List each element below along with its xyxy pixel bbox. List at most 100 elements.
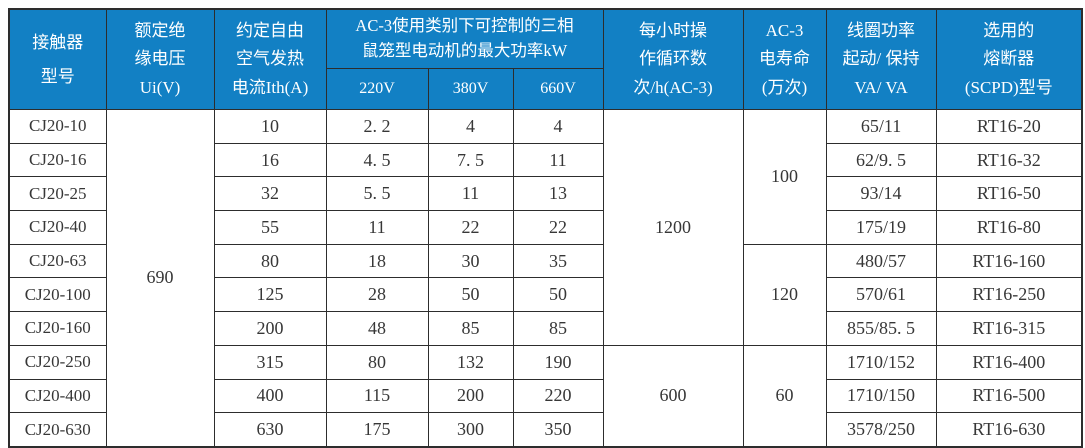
table-cell: 4. 5 [325, 142, 429, 178]
table-cell: 22 [427, 210, 514, 245]
table-cell: RT16-32 [935, 142, 1083, 178]
table-cell: 100 [742, 109, 827, 245]
table-cell: RT16-80 [935, 210, 1083, 245]
header-line: (SCPD)型号 [964, 77, 1053, 97]
model-cell: CJ20-100 [8, 277, 107, 313]
header-ac3-power-group: AC-3使用类别下可控制的三相 鼠笼型电动机的最大功率kW [325, 8, 604, 69]
header-line: 起动/ 保持 [842, 49, 920, 69]
table-cell: 1710/150 [825, 378, 937, 414]
header-line: 约定自由 [236, 21, 304, 41]
header-line: 电寿命 [759, 49, 811, 69]
table-cell: 1710/152 [825, 344, 937, 380]
header-line: AC-3使用类别下可控制的三相 [355, 16, 574, 36]
table-cell: 85 [427, 311, 514, 346]
table-cell: 3578/250 [825, 412, 937, 448]
table-cell: 11 [325, 210, 429, 245]
table-cell: RT16-400 [935, 344, 1083, 380]
table-cell: 18 [325, 243, 429, 279]
table-cell: 50 [427, 277, 514, 313]
table-cell: 10 [213, 109, 327, 144]
table-cell: 60 [742, 344, 827, 448]
model-cell: CJ20-10 [8, 109, 107, 144]
table-cell: 55 [213, 210, 327, 245]
header-line: 缘电压 [134, 49, 186, 69]
header-coil-power: 线圈功率 起动/ 保持 VA/ VA [825, 8, 937, 110]
table-row: CJ20-100 125 28 50 50 570/61 RT16-250 [8, 277, 1083, 313]
table-cell: 855/85. 5 [825, 311, 937, 346]
table-row: CJ20-16 16 4. 5 7. 5 11 62/9. 5 RT16-32 [8, 142, 1083, 178]
table-row: CJ20-25 32 5. 5 11 13 93/14 RT16-50 [8, 176, 1083, 212]
table-cell: 5. 5 [325, 176, 429, 212]
table-cell: 30 [427, 243, 514, 279]
table-cell: 65/11 [825, 109, 937, 144]
header-line: 电流Ith(A) [231, 77, 309, 97]
model-cell: CJ20-40 [8, 210, 107, 245]
table-cell: 120 [742, 243, 827, 346]
model-cell: CJ20-400 [8, 378, 107, 414]
table-cell: 4 [427, 109, 514, 144]
table-cell: 600 [602, 344, 744, 448]
header-cycles-per-hour: 每小时操 作循环数 次/h(AC-3) [602, 8, 744, 110]
table-cell: 32 [213, 176, 327, 212]
table-cell: RT16-250 [935, 277, 1083, 313]
header-line: 接触器 [32, 32, 84, 52]
table-cell: 300 [427, 412, 514, 448]
header-line: 选用的 [983, 21, 1035, 41]
table-cell: 62/9. 5 [825, 142, 937, 178]
table-row: CJ20-160 200 48 85 85 855/85. 5 RT16-315 [8, 311, 1083, 346]
header-line: AC-3 [765, 21, 804, 41]
table-cell: 11 [512, 142, 604, 178]
table-header: 接触器 型号 额定绝 缘电压 Ui(V) 约定自由 空气发热 电流Ith(A) … [8, 8, 1083, 110]
model-cell: CJ20-630 [8, 412, 107, 448]
table-cell: 11 [427, 176, 514, 212]
table-cell: 570/61 [825, 277, 937, 313]
header-line: 型号 [40, 66, 75, 86]
table-cell: 13 [512, 176, 604, 212]
table-cell: 48 [325, 311, 429, 346]
table-cell: 220 [512, 378, 604, 414]
table-cell: RT16-160 [935, 243, 1083, 279]
table-row: CJ20-40 55 11 22 22 175/19 RT16-80 [8, 210, 1083, 245]
table-cell: 50 [512, 277, 604, 313]
header-line: 次/h(AC-3) [633, 77, 713, 97]
header-model: 接触器 型号 [8, 8, 107, 110]
table-cell: 80 [213, 243, 327, 279]
table-cell: RT16-315 [935, 311, 1083, 346]
model-cell: CJ20-16 [8, 142, 107, 178]
table-cell: 80 [325, 344, 429, 380]
table-cell: 7. 5 [427, 142, 514, 178]
header-voltage-660: 660V [512, 68, 604, 110]
table-row: CJ20-250 315 80 132 190 600 60 1710/152 RT16-400 [8, 344, 1083, 448]
table-cell: 28 [325, 277, 429, 313]
table-cell: 175 [325, 412, 429, 448]
header-line: 熔断器 [983, 49, 1035, 69]
table-cell: RT16-500 [935, 378, 1083, 414]
header-fuse: 选用的 熔断器 (SCPD)型号 [935, 8, 1083, 110]
header-line: 线圈功率 [847, 21, 916, 41]
table-row: CJ20-10 690 10 2. 2 4 4 1200 100 65/11 RT16-20 [8, 108, 1083, 448]
table-cell: 35 [512, 243, 604, 279]
table-cell: 125 [213, 277, 327, 313]
header-voltage-380: 380V [427, 68, 514, 110]
header-line: 额定绝 [134, 21, 186, 41]
header-thermal-current: 约定自由 空气发热 电流Ith(A) [213, 8, 327, 110]
table-cell: 175/19 [825, 210, 937, 245]
model-cell: CJ20-250 [8, 344, 107, 380]
model-cell: CJ20-160 [8, 311, 107, 346]
table-cell: 1200 [602, 109, 744, 346]
header-line: 每小时操 [639, 21, 708, 41]
header-ac3-life: AC-3 电寿命 (万次) [742, 8, 827, 110]
table-cell: 2. 2 [325, 109, 429, 144]
header-line: 作循环数 [639, 49, 708, 69]
table-row: CJ20-400 400 115 200 220 1710/150 RT16-500 [8, 378, 1083, 414]
table-cell: 200 [427, 378, 514, 414]
table-cell: RT16-20 [935, 109, 1083, 144]
table-cell: 315 [213, 344, 327, 380]
table-cell: 22 [512, 210, 604, 245]
table-cell: RT16-50 [935, 176, 1083, 212]
header-line: 空气发热 [236, 49, 304, 69]
table-cell: 132 [427, 344, 514, 380]
header-line: VA/ VA [854, 77, 908, 97]
header-line: 鼠笼型电动机的最大功率kW [361, 41, 568, 60]
header-line: (万次) [761, 77, 808, 97]
